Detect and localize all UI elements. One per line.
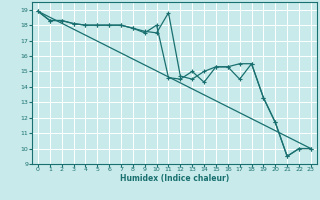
X-axis label: Humidex (Indice chaleur): Humidex (Indice chaleur) [120, 174, 229, 183]
